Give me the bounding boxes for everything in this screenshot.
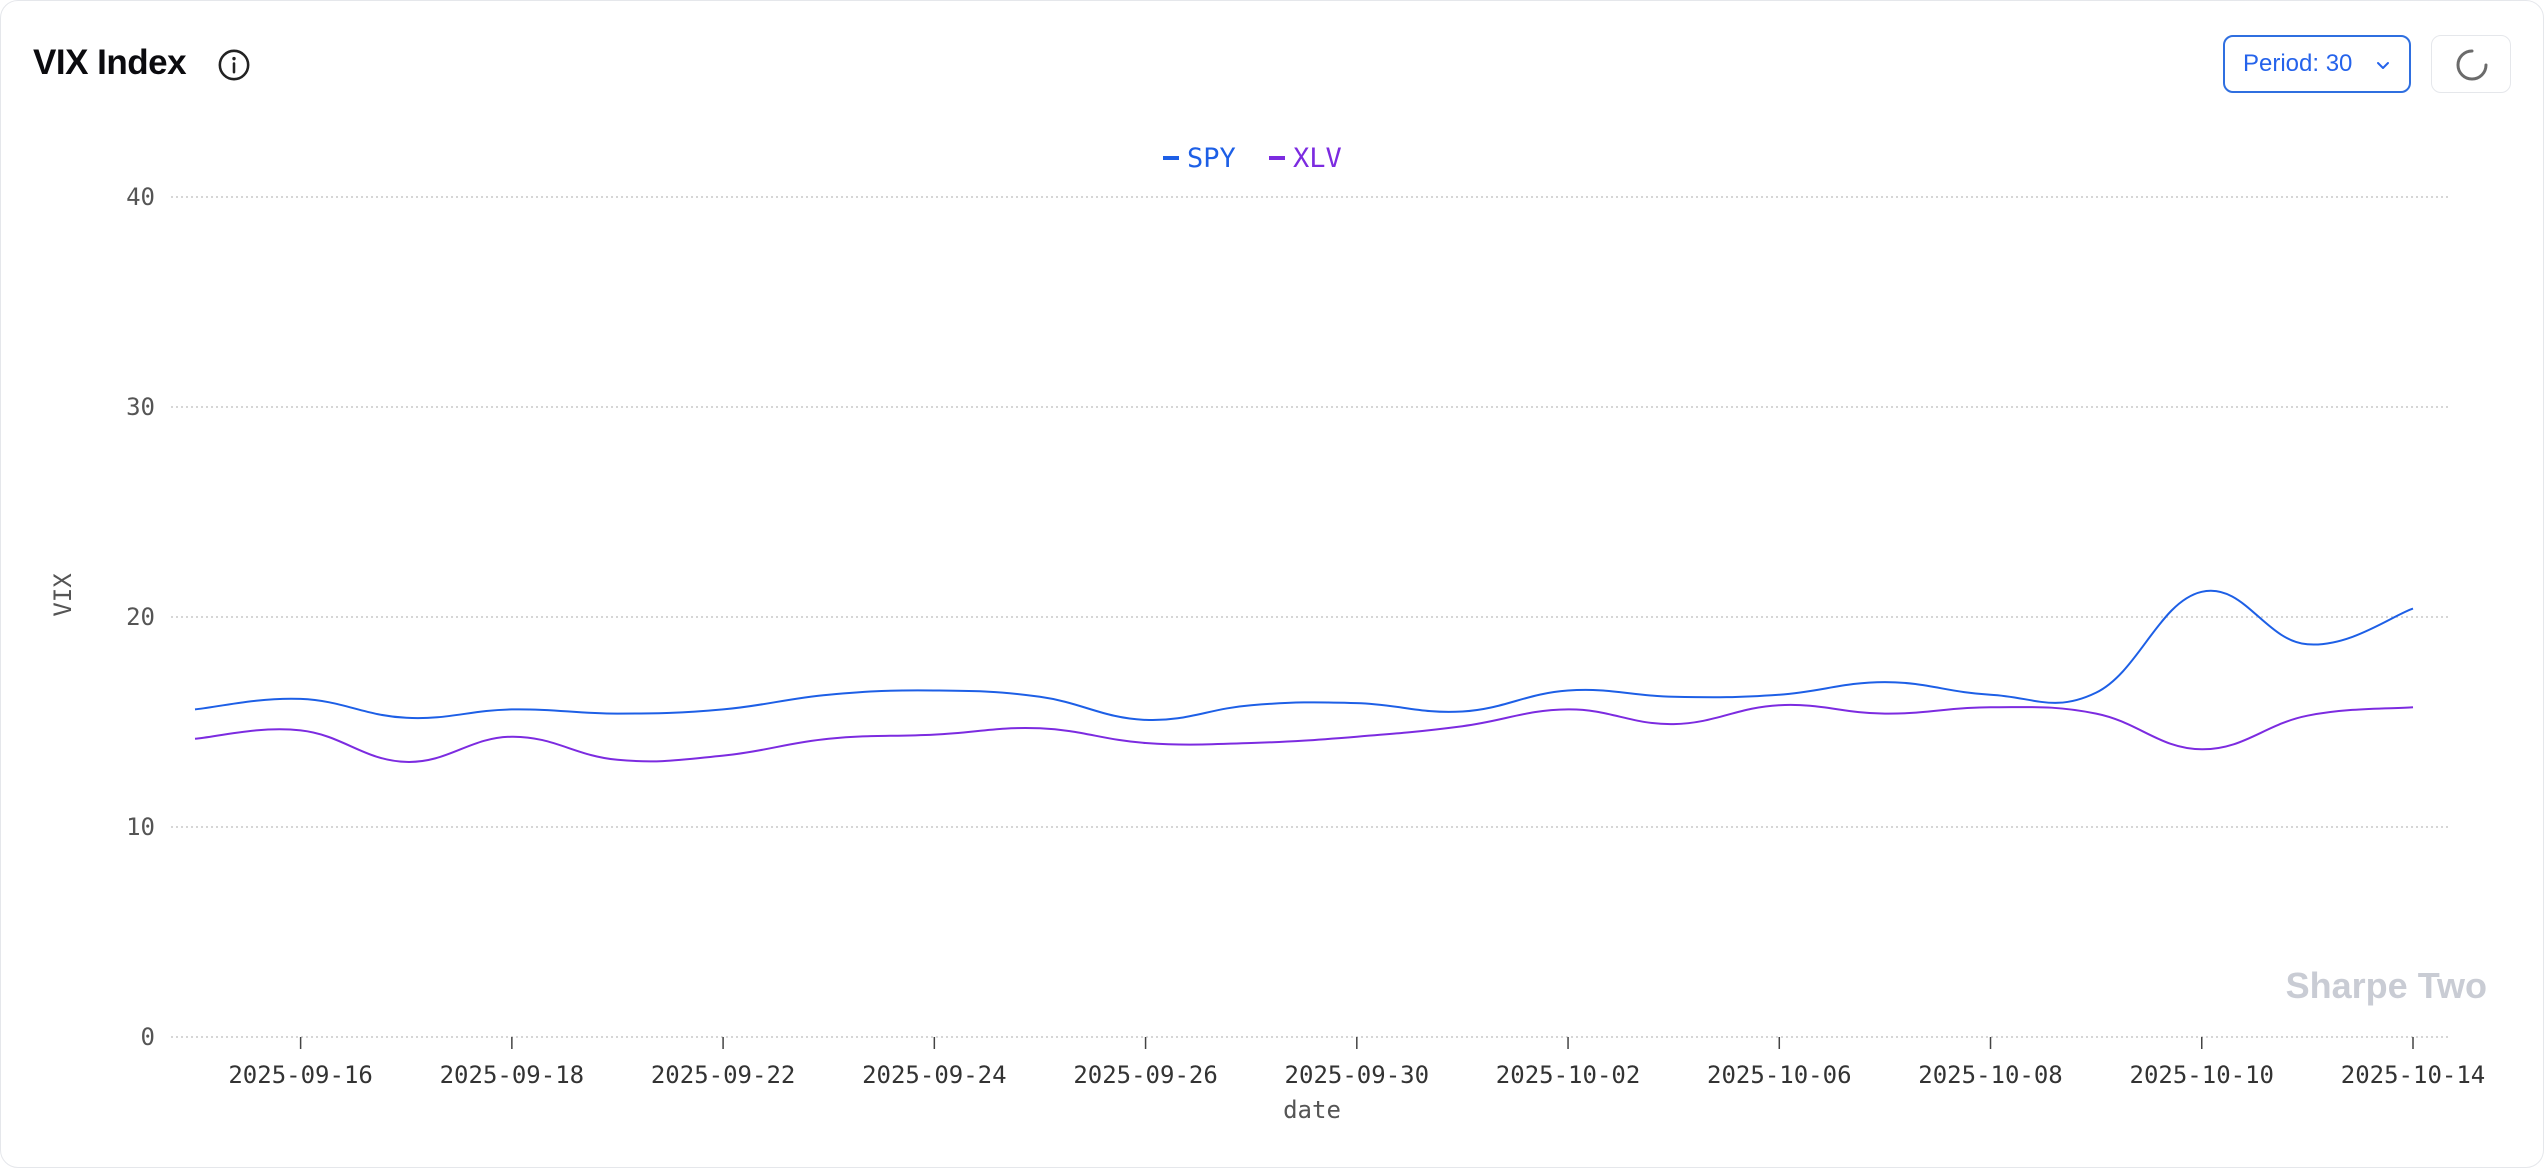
x-tick-label: 2025-10-10: [2130, 1061, 2275, 1089]
y-tick-label: 30: [126, 393, 155, 421]
legend-label-spy[interactable]: SPY: [1187, 143, 1236, 174]
y-axis-label: VIX: [49, 573, 77, 617]
legend-label-xlv[interactable]: XLV: [1293, 143, 1342, 174]
x-tick-label: 2025-09-16: [228, 1061, 373, 1089]
y-tick-label: 0: [141, 1023, 155, 1051]
x-tick-label: 2025-10-08: [1918, 1061, 2063, 1089]
refresh-button[interactable]: [2431, 35, 2511, 93]
x-tick-label: 2025-10-06: [1707, 1061, 1852, 1089]
period-select-label: Period: 30: [2243, 50, 2353, 77]
y-tick-label: 40: [126, 183, 155, 211]
x-tick-label: 2025-09-26: [1073, 1061, 1218, 1089]
info-circle-icon[interactable]: [217, 48, 251, 82]
x-tick-label: 2025-10-02: [1496, 1061, 1641, 1089]
series-line-spy: [194, 589, 2414, 722]
x-tick-label: 2025-09-18: [440, 1061, 585, 1089]
x-tick-label: 2025-09-22: [651, 1061, 796, 1089]
x-tick-label: 2025-10-14: [2341, 1061, 2486, 1089]
series-line-xlv: [194, 703, 2414, 763]
y-tick-label: 10: [126, 813, 155, 841]
loading-spinner-icon: [2456, 49, 2488, 81]
x-tick-label: 2025-09-24: [862, 1061, 1007, 1089]
chevron-down-icon: [2377, 62, 2389, 69]
page-title: VIX Index: [33, 43, 187, 82]
y-tick-label: 20: [126, 603, 155, 631]
x-tick-label: 2025-09-30: [1285, 1061, 1430, 1089]
period-select-button[interactable]: Period: 30: [2223, 35, 2411, 93]
watermark: Sharpe Two: [2286, 965, 2487, 1006]
x-axis-label: date: [1283, 1096, 1341, 1124]
